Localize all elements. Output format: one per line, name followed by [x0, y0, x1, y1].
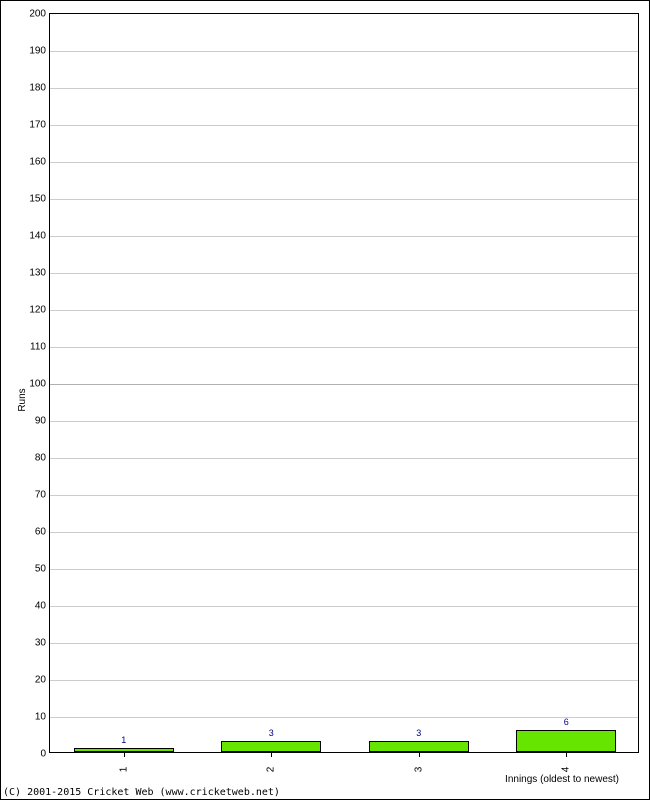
- chart-frame: 0 10 20 30 40 50 60 70 80 90 100 110 120 130 140 150 160…: [0, 0, 650, 800]
- grid-line: [50, 643, 638, 644]
- y-tick-label: 60: [35, 527, 46, 538]
- x-tick-mark: [566, 752, 567, 757]
- bar-value-label: 3: [269, 728, 274, 738]
- y-tick-label: 190: [29, 46, 46, 57]
- x-tick-mark: [271, 752, 272, 757]
- y-tick-label: 70: [35, 490, 46, 501]
- x-tick-label: 4: [561, 767, 572, 773]
- y-tick-label: 80: [35, 453, 46, 464]
- grid-line: [50, 236, 638, 237]
- grid-line: [50, 162, 638, 163]
- y-tick-label: 90: [35, 416, 46, 427]
- x-tick-mark: [124, 752, 125, 757]
- y-axis-title: Runs: [17, 388, 28, 411]
- y-tick-label: 150: [29, 194, 46, 205]
- bar-value-label: 1: [121, 735, 126, 745]
- grid-line: [50, 347, 638, 348]
- grid-line: [50, 680, 638, 681]
- grid-line: [50, 273, 638, 274]
- y-tick-label: 170: [29, 120, 46, 131]
- y-tick-label: 160: [29, 157, 46, 168]
- grid-line: [50, 384, 638, 385]
- grid-line: [50, 606, 638, 607]
- bar-value-label: 6: [564, 717, 569, 727]
- y-tick-label: 10: [35, 712, 46, 723]
- grid-line: [50, 495, 638, 496]
- grid-line: [50, 125, 638, 126]
- y-tick-label: 110: [30, 342, 46, 353]
- plot-area: 0102030405060708090100110120130140150160…: [49, 13, 639, 753]
- grid-line: [50, 421, 638, 422]
- bar: [221, 741, 321, 752]
- x-tick-label: 2: [266, 767, 277, 773]
- y-tick-label: 140: [29, 231, 46, 242]
- y-tick-label: 130: [29, 268, 46, 279]
- bar: [516, 730, 616, 752]
- y-tick-label: 30: [35, 638, 46, 649]
- grid-line: [50, 569, 638, 570]
- y-tick-label: 180: [29, 83, 46, 94]
- grid-line: [50, 310, 638, 311]
- y-tick-label: 20: [35, 675, 46, 686]
- bar: [369, 741, 469, 752]
- grid-line: [50, 51, 638, 52]
- y-tick-label: 120: [29, 305, 46, 316]
- y-tick-label: 40: [35, 601, 46, 612]
- grid-line: [50, 717, 638, 718]
- grid-line: [50, 88, 638, 89]
- y-tick-label: 100: [29, 379, 46, 390]
- x-axis-title: Innings (oldest to newest): [505, 774, 619, 785]
- x-tick-label: 1: [118, 767, 129, 773]
- grid-line: [50, 199, 638, 200]
- bar-value-label: 3: [416, 728, 421, 738]
- x-tick-label: 3: [413, 767, 424, 773]
- grid-line: [50, 458, 638, 459]
- y-tick-label: 50: [35, 564, 46, 575]
- x-tick-mark: [419, 752, 420, 757]
- copyright-text: (C) 2001-2015 Cricket Web (www.cricketwe…: [3, 787, 280, 798]
- grid-line: [50, 532, 638, 533]
- y-tick-label: 200: [29, 9, 46, 20]
- y-tick-label: 0: [40, 749, 46, 760]
